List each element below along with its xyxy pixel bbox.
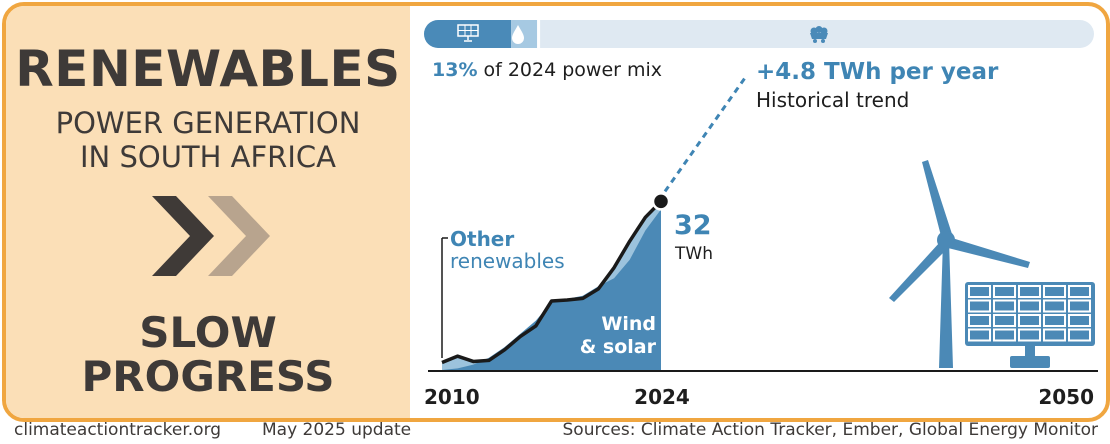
mix-share-caption: 13% of 2024 power mix	[432, 59, 662, 81]
solar-cell	[993, 314, 1016, 327]
endpoint-marker	[651, 192, 671, 211]
solar-cell	[1068, 285, 1091, 298]
rating-line-1: SLOW	[139, 308, 277, 357]
solar-cell	[1068, 314, 1091, 327]
solar-cell	[1018, 328, 1041, 342]
trend-caption: Historical trend	[756, 88, 909, 112]
other-renewables-label-1: Other	[450, 227, 514, 251]
wind-solar-label-1: Wind	[601, 313, 656, 335]
total-line	[441, 200, 663, 365]
footer-update: May 2025 update	[262, 420, 412, 440]
wind-turbine-icon	[889, 160, 1030, 368]
rating-line-2: PROGRESS	[81, 352, 335, 401]
x-tick-label-2010: 2010	[424, 385, 480, 409]
subtitle-line-1: POWER GENERATION	[55, 106, 361, 140]
page-title: RENEWABLES	[15, 40, 401, 98]
solar-panel-illustration	[965, 282, 1095, 368]
area-wind-solar	[442, 209, 661, 371]
solar-cell	[1018, 285, 1041, 298]
footer-sources: Sources: Climate Action Tracker, Ember, …	[562, 420, 1099, 440]
x-tick-label-2050: 2050	[1038, 385, 1094, 409]
trend-value-label: +4.8 TWh per year	[756, 59, 999, 85]
solar-cell	[1068, 328, 1091, 342]
solar-cell	[993, 328, 1016, 342]
infographic-frame: RENEWABLES POWER GENERATION IN SOUTH AFR…	[2, 2, 1110, 422]
x-ticks: 2010 2024 2050	[424, 385, 1094, 409]
solar-cell	[1043, 328, 1066, 342]
solar-cell	[968, 328, 991, 342]
solar-cell	[1043, 299, 1066, 313]
chart-area: 13% of 2024 power mix 2010 2024 2050 +4.8 T…	[424, 20, 1098, 409]
mix-bar-separator	[537, 20, 541, 48]
mix-share-text: of 2024 power mix	[483, 59, 662, 81]
trend-line	[663, 77, 747, 193]
mix-bar-renewable-fill	[424, 20, 512, 48]
left-panel: RENEWABLES POWER GENERATION IN SOUTH AFR…	[6, 6, 410, 418]
solar-cell	[968, 285, 991, 298]
solar-cell	[1018, 314, 1041, 327]
solar-cell	[1018, 299, 1041, 313]
solar-cell	[1043, 285, 1066, 298]
solar-cell	[1068, 299, 1091, 313]
other-renewables-label-2: renewables	[450, 249, 565, 273]
solar-cell	[993, 299, 1016, 313]
current-unit-label: TWh	[674, 244, 713, 264]
current-value-label: 32	[674, 210, 712, 241]
x-tick-label-2024: 2024	[634, 385, 690, 409]
solar-cell	[993, 285, 1016, 298]
footer-site: climateactiontracker.org	[14, 420, 222, 440]
wind-solar-label-2: & solar	[580, 336, 657, 358]
solar-cell	[968, 299, 991, 313]
water-drop-icon	[512, 25, 524, 44]
subtitle-line-2: IN SOUTH AFRICA	[80, 140, 336, 174]
coal-cart-icon	[810, 26, 828, 43]
mix-share-value: 13%	[432, 59, 477, 81]
solar-panel-icon	[457, 24, 479, 42]
power-mix-bar	[424, 20, 1094, 48]
solar-cell	[1043, 314, 1066, 327]
solar-cell	[968, 314, 991, 327]
mix-bar-track	[424, 20, 1094, 48]
double-chevron-icon	[152, 196, 270, 276]
